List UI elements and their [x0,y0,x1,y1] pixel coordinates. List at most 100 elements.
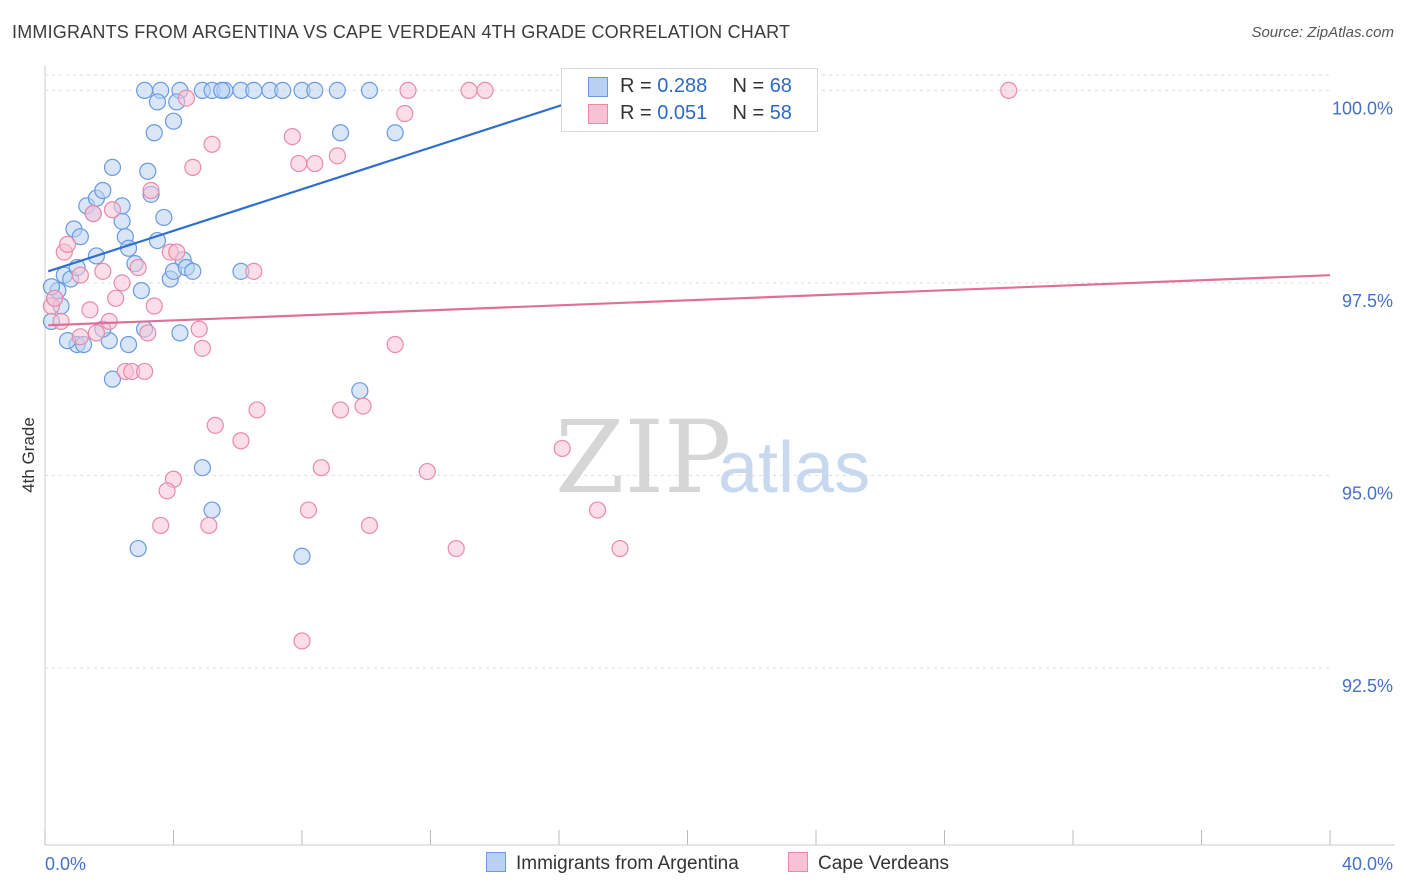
legend-label-argentina: Immigrants from Argentina [516,853,739,874]
legend-row-cape-verdean: R = 0.051 N = 58 [620,102,792,125]
point-argentina [171,324,189,342]
chart-title: IMMIGRANTS FROM ARGENTINA VS CAPE VERDEA… [12,22,791,42]
point-cape-verdean [460,81,478,100]
point-cape-verdean [152,516,170,535]
point-cape-verdean [553,439,571,458]
point-cape-verdean [107,289,125,307]
point-cape-verdean [203,135,221,153]
point-cape-verdean [299,501,318,519]
trend-lines [47,89,1331,327]
point-cape-verdean [1000,81,1018,100]
legend-row-argentina: R = 0.288 N = 68 [620,75,792,98]
point-cape-verdean [290,154,308,173]
point-argentina [94,181,112,200]
y-tick-label: 100.0% [1332,98,1393,118]
point-cape-verdean [177,89,195,107]
series-cape-verdean-points [42,81,1018,650]
point-cape-verdean [113,274,131,292]
legend-swatch-cape-verdean [788,852,808,872]
legend-r-label: R = [620,75,658,97]
tick-labels: 92.5% 95.0% 97.5% 100.0% 0.0% 40.0% [45,98,1393,874]
point-argentina [119,335,138,354]
point-argentina [135,81,154,100]
point-cape-verdean [611,539,629,558]
point-argentina [193,459,212,477]
point-argentina [164,112,183,130]
point-argentina [129,539,147,558]
legend-swatch-argentina [486,852,506,872]
legend-n-label: N = [732,75,770,97]
point-cape-verdean [293,632,311,650]
legend-item-argentina[interactable]: Immigrants from Argentina [486,852,739,875]
trendline-cape-verdean [48,274,1331,327]
point-cape-verdean [87,324,106,342]
point-argentina [306,81,324,100]
axes [44,65,1395,846]
watermark-atlas: atlas [718,428,870,508]
legend-swatch-cape-verdean [588,104,608,124]
legend-r-label: R = [620,102,658,124]
point-cape-verdean [360,516,379,535]
point-argentina [328,81,346,100]
point-cape-verdean [206,416,224,434]
point-argentina [132,282,150,300]
y-tick-label: 92.5% [1342,676,1393,696]
stats-legend: R = 0.288 N = 68 R = 0.051 N = 58 [561,68,818,132]
point-cape-verdean [396,104,414,123]
point-cape-verdean [129,258,147,277]
point-argentina [145,124,163,142]
watermark-zip: ZIP [555,399,731,516]
y-axis-title: 4th Grade [19,417,38,493]
point-argentina [103,158,122,176]
gridlines [45,74,1330,669]
point-argentina [274,81,292,100]
point-argentina [331,124,350,142]
point-argentina [203,501,221,519]
point-cape-verdean [58,235,77,253]
point-cape-verdean [71,328,89,346]
point-cape-verdean [193,339,212,357]
point-argentina [351,382,369,400]
point-cape-verdean [94,262,112,280]
point-cape-verdean [447,539,465,558]
point-cape-verdean [52,312,70,330]
point-cape-verdean [245,262,263,280]
x-tick-label-max: 40.0% [1342,854,1393,874]
legend-r-value-argentina: 0.288 [657,75,708,97]
watermark: ZIP atlas [555,399,870,516]
legend-r-value-cape-verdean: 0.051 [657,102,708,124]
point-cape-verdean [328,147,346,165]
point-cape-verdean [354,397,372,415]
point-cape-verdean [476,81,494,100]
point-cape-verdean [103,201,122,219]
point-argentina [139,162,157,180]
point-cape-verdean [312,459,330,477]
point-cape-verdean [100,312,118,330]
point-argentina [71,228,89,246]
legend-label-cape-verdean: Cape Verdeans [818,853,949,874]
legend-swatch-argentina [588,77,608,97]
point-cape-verdean [399,81,417,100]
point-cape-verdean [145,297,163,315]
point-cape-verdean [386,335,404,354]
point-argentina [103,370,122,388]
point-cape-verdean [190,320,208,338]
trendline-argentina [47,89,608,273]
point-cape-verdean [158,482,176,500]
legend-item-cape-verdean[interactable]: Cape Verdeans [788,852,949,875]
point-cape-verdean [588,501,607,519]
point-cape-verdean [46,289,64,307]
point-cape-verdean [418,462,436,481]
y-tick-label: 95.0% [1342,483,1393,503]
point-argentina [386,124,404,142]
legend-n-label: N = [732,102,770,124]
point-cape-verdean [184,158,202,176]
point-argentina [360,81,379,100]
point-argentina [148,93,167,111]
point-argentina [155,208,173,227]
point-argentina [293,547,311,565]
point-cape-verdean [306,154,324,173]
y-tick-label: 97.5% [1342,291,1393,311]
legend-n-value-argentina: 68 [769,75,792,97]
